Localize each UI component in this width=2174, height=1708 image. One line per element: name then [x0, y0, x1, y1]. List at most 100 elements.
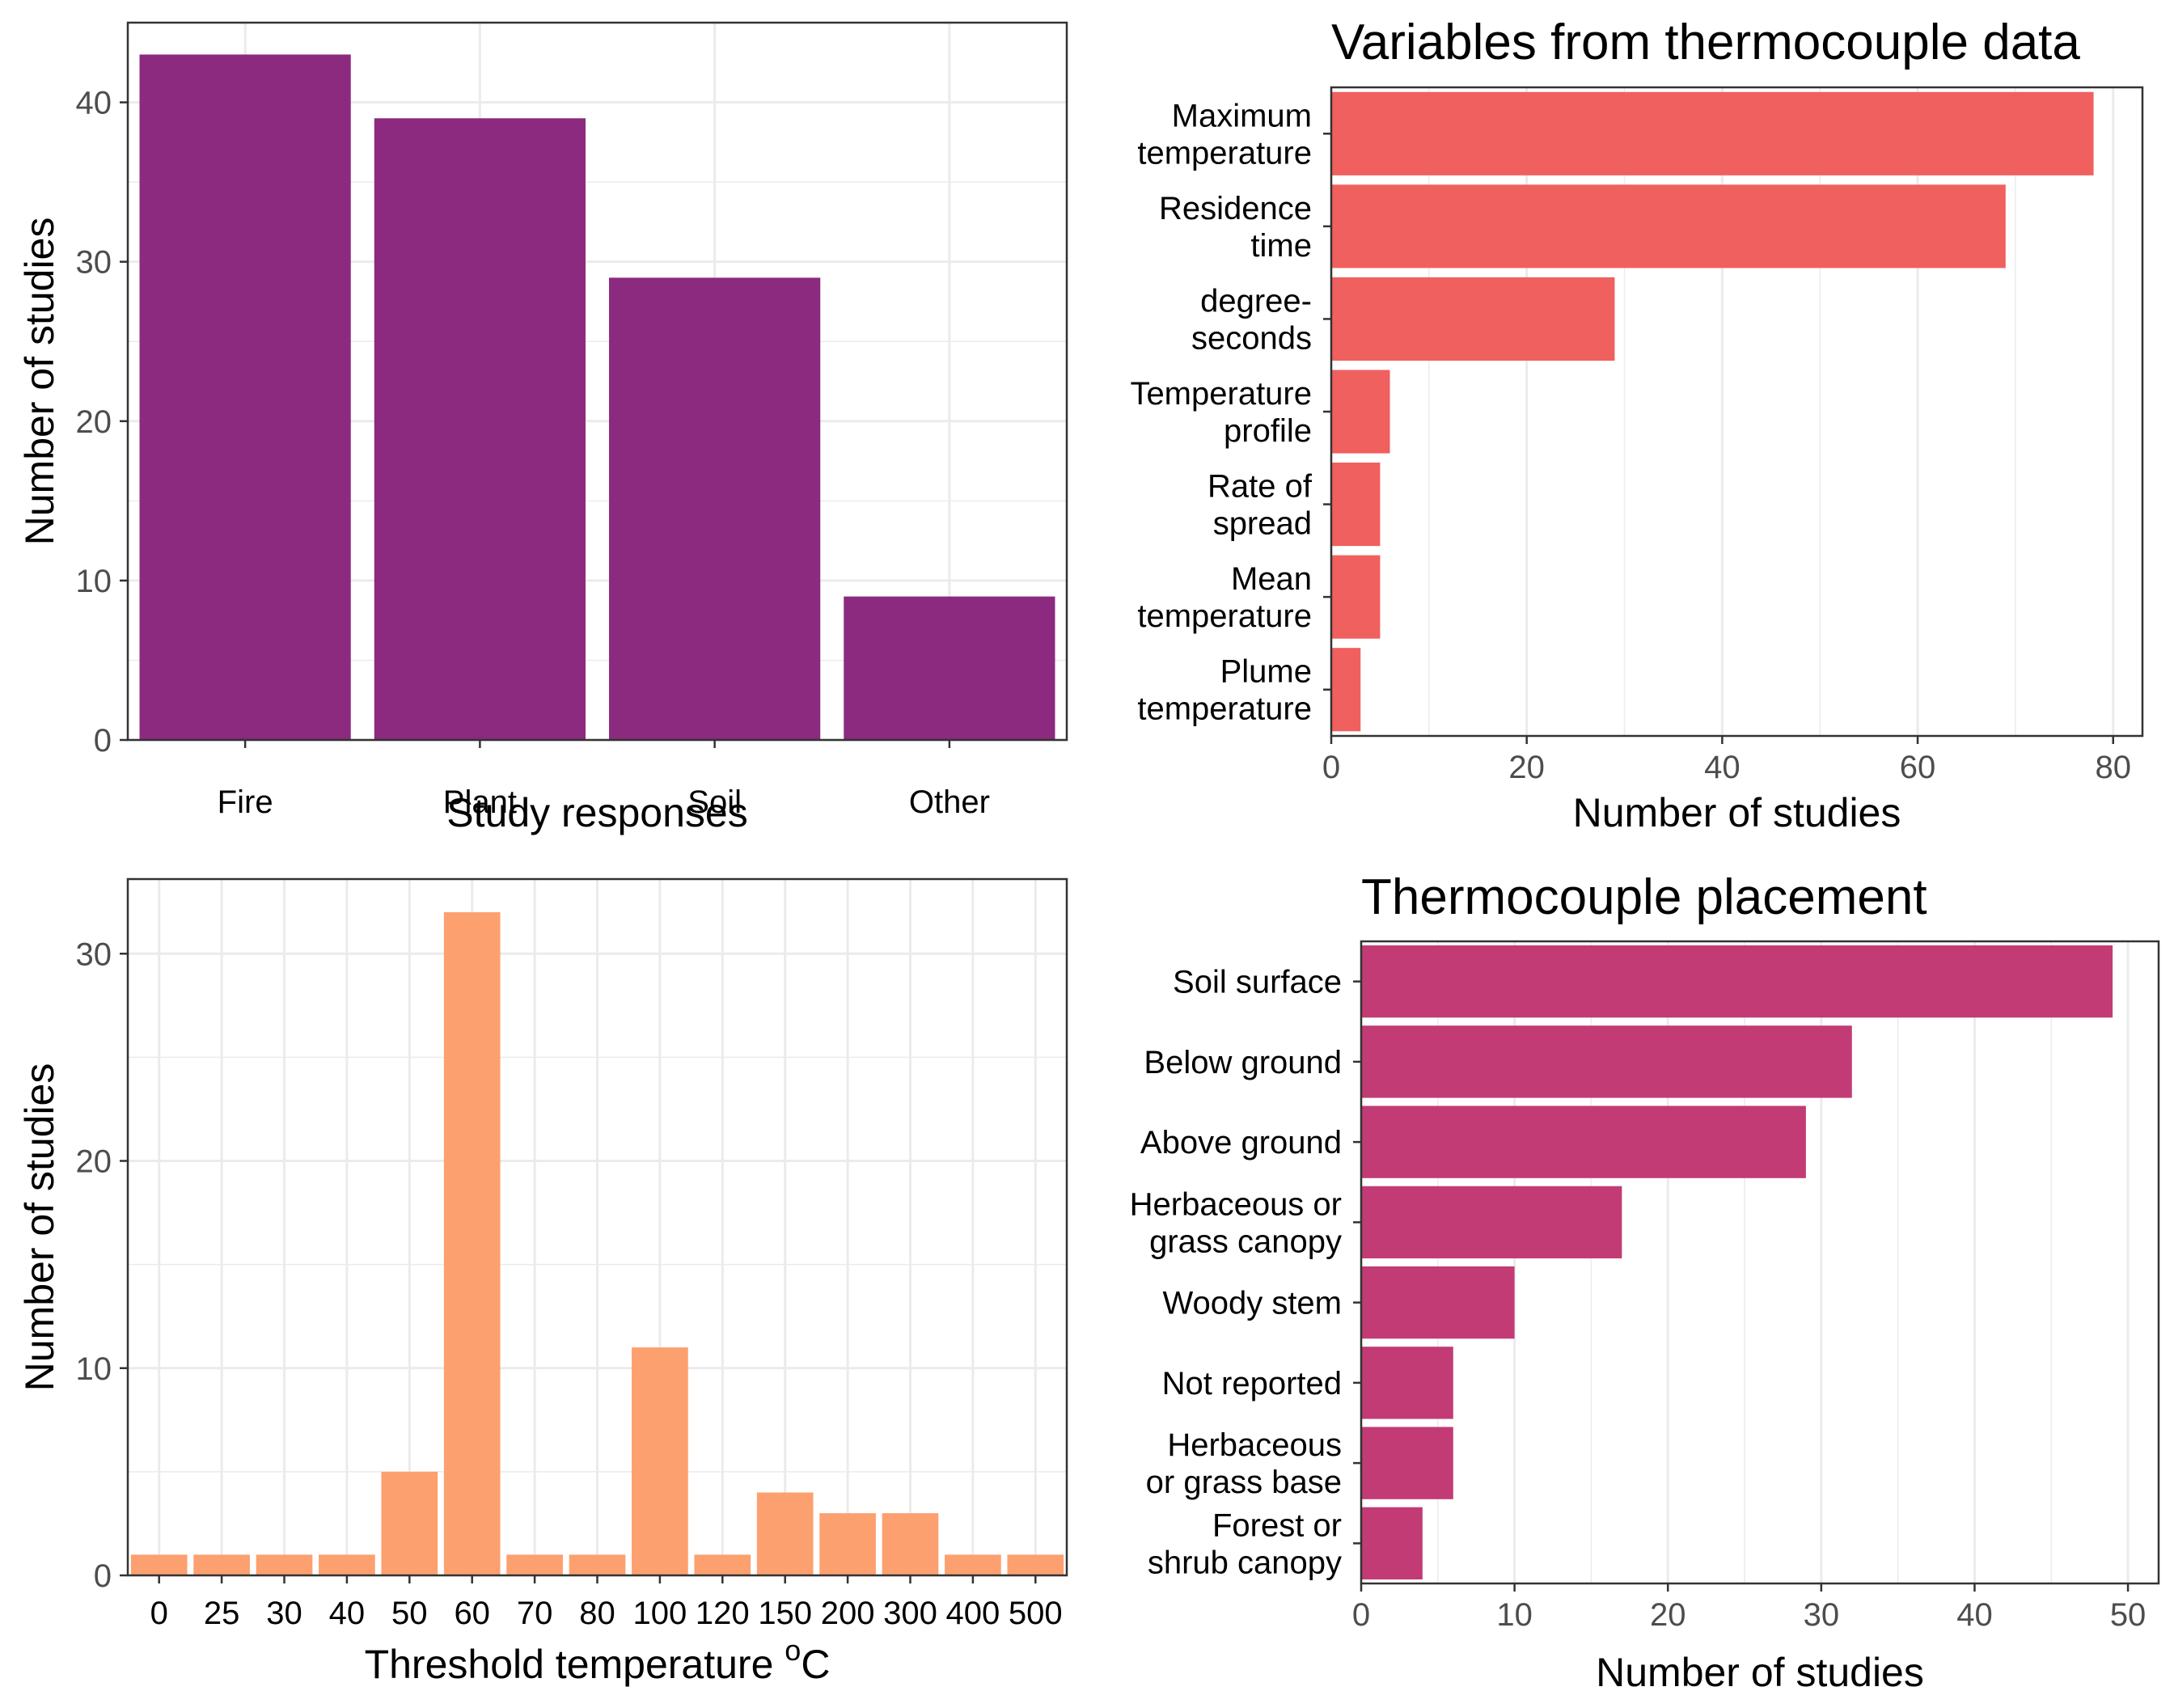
x-tick-label: 100	[633, 1596, 687, 1631]
y-tick-label: 10	[76, 1351, 112, 1387]
x-tick-label: 300	[883, 1596, 937, 1631]
panel-thermocouple-variables: MaximumtemperatureResidencetimedegree-se…	[1130, 15, 2144, 835]
x-tick-label: 120	[696, 1596, 750, 1631]
x-tick-label: 150	[758, 1596, 812, 1631]
y-tick-label: 20	[76, 1144, 112, 1180]
x-axis-title: Threshold temperature oC	[365, 1634, 831, 1687]
y-tick-label: temperature	[1137, 598, 1312, 634]
bar-Rate of spread	[1331, 463, 1381, 547]
x-tick-label: 40	[1956, 1597, 1993, 1633]
bar-Not reported	[1361, 1347, 1453, 1419]
y-tick-label: 0	[94, 1558, 112, 1594]
y-tick-label: 20	[76, 404, 112, 440]
bar-Plume temperature	[1331, 648, 1361, 732]
panel-title: Thermocouple placement	[1361, 869, 1927, 925]
bar-Herbaceous or grass base	[1361, 1427, 1453, 1499]
y-tick-label: Plume	[1220, 654, 1312, 690]
bar-25	[193, 1554, 250, 1575]
x-tick-label: Plant	[443, 784, 517, 820]
x-tick-label: 60	[454, 1596, 490, 1631]
x-tick-label: 40	[329, 1596, 366, 1631]
y-tick-label: Herbaceous or	[1130, 1186, 1342, 1222]
x-tick-label: 20	[1508, 750, 1545, 785]
x-tick-label: 500	[1009, 1596, 1063, 1631]
y-tick-label: seconds	[1191, 320, 1312, 356]
bar-Maximum temperature	[1331, 91, 2094, 175]
bar-0	[130, 1554, 188, 1575]
x-tick-label: 80	[579, 1596, 615, 1631]
bar-Herbaceous or grass canopy	[1361, 1186, 1622, 1259]
x-tick-label: 200	[821, 1596, 875, 1631]
bar-60	[443, 912, 501, 1575]
x-tick-label: 60	[1900, 750, 1936, 785]
bar-40	[319, 1554, 375, 1575]
bar-150	[756, 1492, 814, 1575]
bar-Mean temperature	[1331, 555, 1381, 639]
y-tick-label: grass canopy	[1149, 1224, 1342, 1259]
y-tick-label: Residence	[1159, 191, 1312, 226]
y-tick-label: 0	[94, 723, 112, 759]
x-tick-label: 40	[1704, 750, 1740, 785]
y-tick-label: Below ground	[1144, 1045, 1342, 1080]
bar-80	[569, 1554, 626, 1575]
x-axis-title: Number of studies	[1573, 790, 1901, 835]
y-axis-title: Number of studies	[17, 218, 62, 546]
x-tick-label: 30	[1804, 1597, 1840, 1633]
y-tick-label: profile	[1224, 413, 1312, 449]
y-tick-label: Woody stem	[1162, 1286, 1342, 1321]
bar-200	[819, 1513, 876, 1575]
y-tick-label: spread	[1213, 506, 1312, 542]
bar-Plant	[374, 118, 586, 740]
panel-border	[1360, 940, 2160, 1585]
bar-300	[882, 1513, 939, 1575]
bar-50	[381, 1471, 438, 1575]
x-tick-label: 80	[2095, 750, 2131, 785]
bar-Temperature profile	[1331, 370, 1390, 454]
y-tick-label: Mean	[1231, 561, 1312, 597]
bar-400	[945, 1554, 1001, 1575]
bar-Below ground	[1361, 1025, 1852, 1098]
y-tick-label: Temperature	[1130, 376, 1312, 412]
panel-study-responses: 0 10 20 30 40 Fire Plant Soil Other Study respons…	[17, 21, 1068, 835]
x-tick-label: 10	[1496, 1597, 1533, 1633]
y-tick-label: 40	[76, 86, 112, 121]
y-tick-label: 30	[76, 936, 112, 972]
y-tick-label: 30	[76, 245, 112, 281]
y-tick-label: shrub canopy	[1148, 1545, 1342, 1580]
x-tick-label: 0	[150, 1596, 168, 1631]
x-tick-label: Other	[909, 784, 990, 820]
x-tick-label: 400	[946, 1596, 1000, 1631]
bar-Forest or shrub canopy	[1361, 1507, 1423, 1580]
y-tick-label: 10	[76, 564, 112, 599]
x-tick-label: 20	[1650, 1597, 1686, 1633]
bar-70	[506, 1554, 563, 1575]
x-tick-label: Soil	[687, 784, 742, 820]
x-tick-label: 50	[391, 1596, 428, 1631]
panel-thermocouple-placement: Soil surface Below ground Above ground Herb…	[1130, 869, 2160, 1695]
x-axis-title: Number of studies	[1596, 1650, 1924, 1695]
y-tick-label: Not reported	[1162, 1366, 1342, 1401]
x-tick-label: 70	[517, 1596, 553, 1631]
panel-title: Variables from thermocouple data	[1331, 15, 2080, 70]
y-axis-title: Number of studies	[17, 1063, 62, 1392]
x-axis-title: Study responses	[446, 790, 747, 835]
y-tick-label: Rate of	[1208, 469, 1313, 505]
y-tick-label: Above ground	[1140, 1125, 1342, 1161]
bar-Above ground	[1361, 1106, 1806, 1178]
y-tick-label: Maximum	[1172, 98, 1312, 133]
x-tick-label: 0	[1352, 1597, 1370, 1633]
bar-Soil	[609, 277, 821, 740]
y-tick-label: temperature	[1137, 691, 1312, 727]
bar-Fire	[139, 54, 351, 740]
bar-100	[632, 1347, 688, 1575]
y-tick-label: time	[1250, 228, 1312, 264]
bar-Other	[844, 596, 1055, 740]
x-tick-label: 50	[2110, 1597, 2147, 1633]
y-tick-label: Soil surface	[1173, 965, 1342, 1000]
bar-120	[694, 1554, 751, 1575]
bar-Residence time	[1331, 184, 2006, 268]
bar-Soil surface	[1361, 945, 2113, 1018]
y-tick-label: temperature	[1137, 135, 1312, 171]
